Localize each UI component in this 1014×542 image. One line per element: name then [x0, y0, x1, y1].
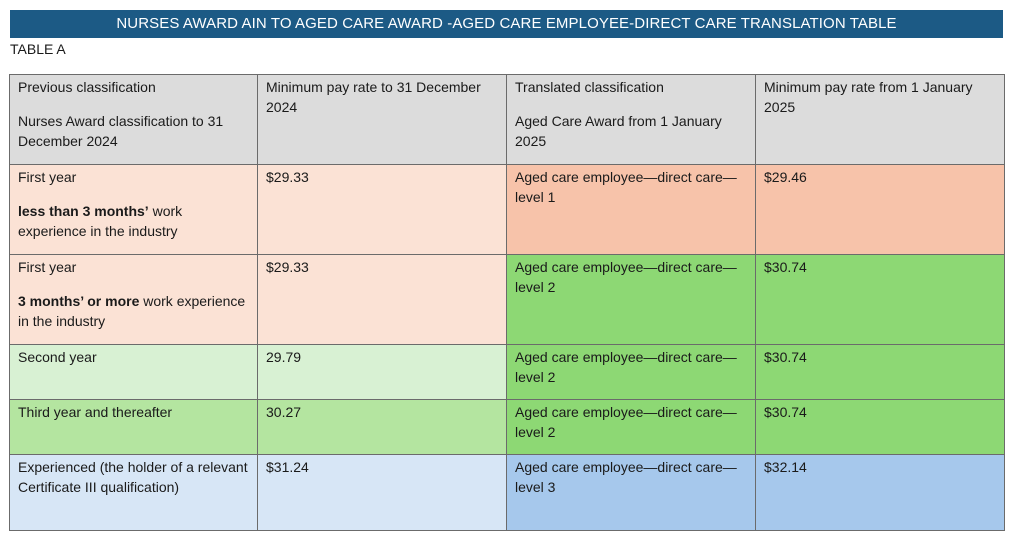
header-col3-line1: Translated classification — [515, 79, 664, 95]
header-col2: Minimum pay rate to 31 December 2024 — [266, 79, 481, 115]
table-row: Third year and thereafter 30.27 Aged car… — [9, 399, 1005, 455]
table-row: First year 3 months’ or more work experi… — [9, 254, 1005, 345]
prev-classification-cell: First year less than 3 months’ work expe… — [9, 164, 258, 255]
table-header-row: Previous classification Nurses Award cla… — [9, 74, 1005, 165]
new-rate-cell: $30.74 — [755, 399, 1005, 455]
header-col1-line1: Previous classification — [18, 79, 156, 95]
header-translated-classification: Translated classification Aged Care Awar… — [506, 74, 756, 165]
prev-experience: less than 3 months’ work experience in t… — [18, 203, 183, 239]
old-rate-cell: $29.33 — [257, 164, 507, 255]
prev-classification-cell: Second year — [9, 344, 258, 400]
table-label: TABLE A — [10, 41, 66, 57]
table-row: First year less than 3 months’ work expe… — [9, 164, 1005, 255]
header-col4: Minimum pay rate from 1 January 2025 — [764, 79, 973, 115]
header-new-rate: Minimum pay rate from 1 January 2025 — [755, 74, 1005, 165]
old-rate-cell: $31.24 — [257, 454, 507, 531]
new-rate-cell: $32.14 — [755, 454, 1005, 531]
header-col3-line2: Aged Care Award from 1 January 2025 — [515, 113, 722, 149]
prev-classification-cell: First year 3 months’ or more work experi… — [9, 254, 258, 345]
old-rate-cell: 30.27 — [257, 399, 507, 455]
new-classification-cell: Aged care employee—direct care—level 2 — [506, 254, 756, 345]
prev-classification-cell: Experienced (the holder of a relevant Ce… — [9, 454, 258, 531]
header-previous-classification: Previous classification Nurses Award cla… — [9, 74, 258, 165]
page-title: NURSES AWARD AIN TO AGED CARE AWARD -AGE… — [10, 10, 1003, 38]
new-rate-cell: $30.74 — [755, 344, 1005, 400]
translation-table: Previous classification Nurses Award cla… — [9, 74, 1005, 531]
new-rate-cell: $29.46 — [755, 164, 1005, 255]
new-classification-cell: Aged care employee—direct care—level 3 — [506, 454, 756, 531]
new-rate-cell: $30.74 — [755, 254, 1005, 345]
prev-title: First year — [18, 259, 77, 275]
table-row: Second year 29.79 Aged care employee—dir… — [9, 344, 1005, 400]
old-rate-cell: 29.79 — [257, 344, 507, 400]
table-row: Experienced (the holder of a relevant Ce… — [9, 454, 1005, 531]
prev-experience: 3 months’ or more work experience in the… — [18, 293, 246, 329]
header-old-rate: Minimum pay rate to 31 December 2024 — [257, 74, 507, 165]
prev-classification-cell: Third year and thereafter — [9, 399, 258, 455]
new-classification-cell: Aged care employee—direct care—level 1 — [506, 164, 756, 255]
new-classification-cell: Aged care employee—direct care—level 2 — [506, 344, 756, 400]
header-col1-line2: Nurses Award classification to 31 Decemb… — [18, 113, 224, 149]
new-classification-cell: Aged care employee—direct care—level 2 — [506, 399, 756, 455]
prev-title: First year — [18, 169, 77, 185]
old-rate-cell: $29.33 — [257, 254, 507, 345]
